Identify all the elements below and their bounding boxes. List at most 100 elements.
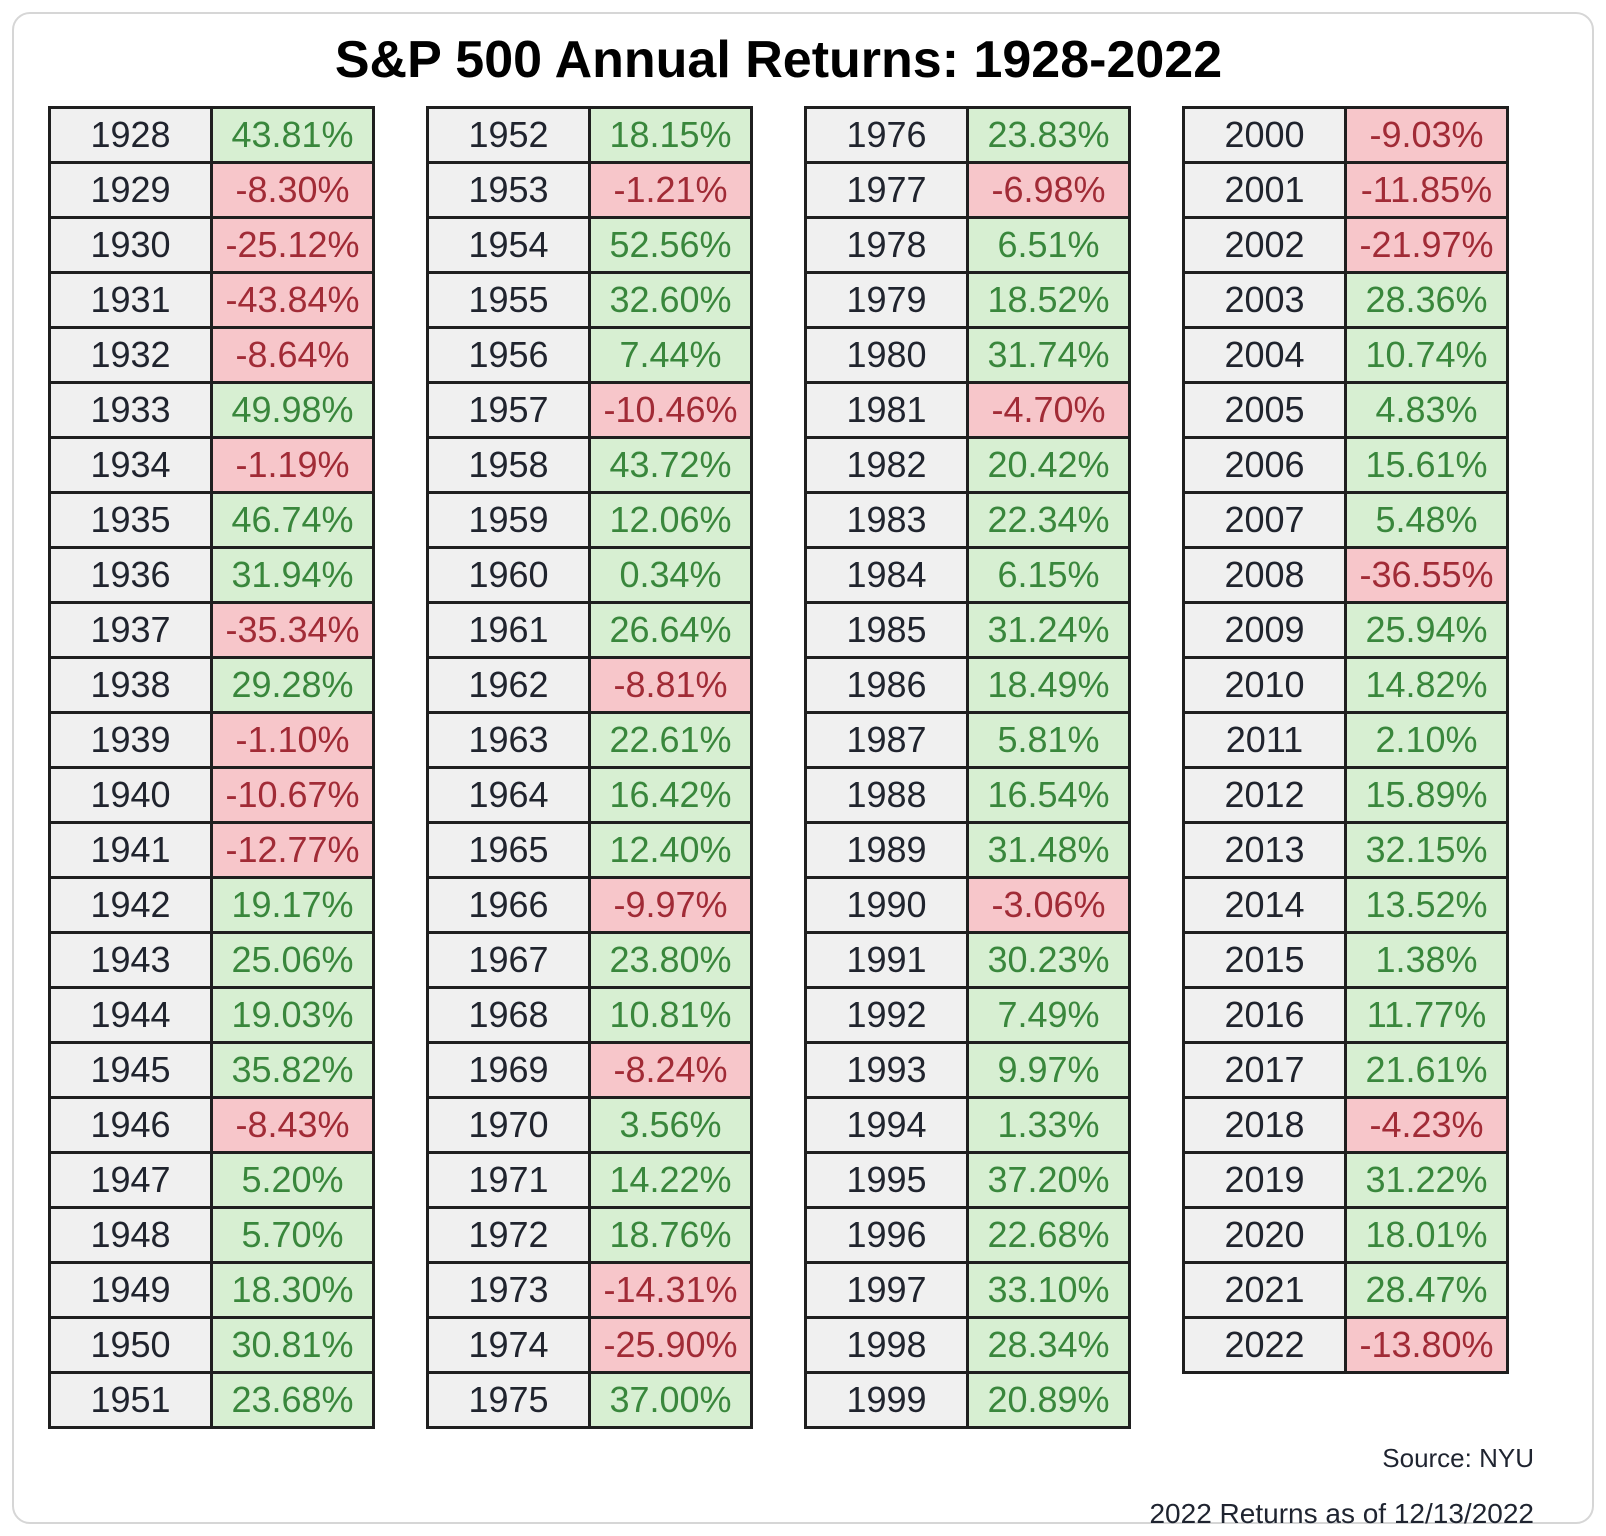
return-cell: 18.30%: [210, 1261, 375, 1319]
return-cell: 12.40%: [588, 821, 753, 879]
year-cell: 2005: [1182, 381, 1347, 439]
return-cell: -9.03%: [1344, 106, 1509, 164]
year-cell: 1989: [804, 821, 969, 879]
table-row: 1952 18.15%: [426, 106, 753, 164]
year-cell: 1949: [48, 1261, 213, 1319]
table-row: 1967 23.80%: [426, 931, 753, 989]
return-cell: 18.52%: [966, 271, 1131, 329]
table-row: 2007 5.48%: [1182, 491, 1509, 549]
return-cell: 28.34%: [966, 1316, 1131, 1374]
return-cell: 49.98%: [210, 381, 375, 439]
year-cell: 1967: [426, 931, 591, 989]
table-row: 2012 15.89%: [1182, 766, 1509, 824]
source-label: Source: NYU: [1382, 1443, 1534, 1473]
year-cell: 1978: [804, 216, 969, 274]
table-row: 1929 -8.30%: [48, 161, 375, 219]
table-row: 1960 0.34%: [426, 546, 753, 604]
table-row: 1963 22.61%: [426, 711, 753, 769]
return-cell: -8.30%: [210, 161, 375, 219]
table-row: 1939 -1.10%: [48, 711, 375, 769]
year-cell: 2001: [1182, 161, 1347, 219]
table-row: 2016 11.77%: [1182, 986, 1509, 1044]
table-row: 1996 22.68%: [804, 1206, 1131, 1264]
year-cell: 1959: [426, 491, 591, 549]
return-cell: 31.24%: [966, 601, 1131, 659]
year-cell: 2011: [1182, 711, 1347, 769]
return-cell: 18.76%: [588, 1206, 753, 1264]
table-row: 2000 -9.03%: [1182, 106, 1509, 164]
return-cell: 25.06%: [210, 931, 375, 989]
year-cell: 2016: [1182, 986, 1347, 1044]
table-row: 1940 -10.67%: [48, 766, 375, 824]
year-cell: 1962: [426, 656, 591, 714]
year-cell: 1999: [804, 1371, 969, 1429]
year-cell: 2008: [1182, 546, 1347, 604]
year-cell: 1975: [426, 1371, 591, 1429]
table-row: 2003 28.36%: [1182, 271, 1509, 329]
table-row: 1935 46.74%: [48, 491, 375, 549]
return-cell: 6.15%: [966, 546, 1131, 604]
table-row: 2009 25.94%: [1182, 601, 1509, 659]
table-row: 1998 28.34%: [804, 1316, 1131, 1374]
table-row: 1941 -12.77%: [48, 821, 375, 879]
return-cell: 21.61%: [1344, 1041, 1509, 1099]
return-cell: -25.12%: [210, 216, 375, 274]
year-cell: 1968: [426, 986, 591, 1044]
return-cell: 18.15%: [588, 106, 753, 164]
return-cell: 5.81%: [966, 711, 1131, 769]
table-row: 2022 -13.80%: [1182, 1316, 1509, 1374]
return-cell: -25.90%: [588, 1316, 753, 1374]
table-row: 1937 -35.34%: [48, 601, 375, 659]
year-cell: 1950: [48, 1316, 213, 1374]
return-cell: 12.06%: [588, 491, 753, 549]
year-cell: 1970: [426, 1096, 591, 1154]
return-cell: 1.38%: [1344, 931, 1509, 989]
year-cell: 1990: [804, 876, 969, 934]
return-cell: 26.64%: [588, 601, 753, 659]
year-cell: 2022: [1182, 1316, 1347, 1374]
return-cell: 10.81%: [588, 986, 753, 1044]
year-cell: 1945: [48, 1041, 213, 1099]
return-cell: -35.34%: [210, 601, 375, 659]
year-cell: 1973: [426, 1261, 591, 1319]
table-row: 1946 -8.43%: [48, 1096, 375, 1154]
return-cell: 6.51%: [966, 216, 1131, 274]
table-row: 1971 14.22%: [426, 1151, 753, 1209]
return-cell: 22.34%: [966, 491, 1131, 549]
return-cell: 4.83%: [1344, 381, 1509, 439]
table-row: 1984 6.15%: [804, 546, 1131, 604]
year-cell: 1996: [804, 1206, 969, 1264]
year-cell: 2009: [1182, 601, 1347, 659]
table-row: 2019 31.22%: [1182, 1151, 1509, 1209]
return-cell: 31.94%: [210, 546, 375, 604]
table-row: 1990 -3.06%: [804, 876, 1131, 934]
return-cell: 32.15%: [1344, 821, 1509, 879]
return-cell: 0.34%: [588, 546, 753, 604]
table-row: 1978 6.51%: [804, 216, 1131, 274]
return-cell: 33.10%: [966, 1261, 1131, 1319]
year-cell: 1991: [804, 931, 969, 989]
year-cell: 2017: [1182, 1041, 1347, 1099]
return-cell: -3.06%: [966, 876, 1131, 934]
year-cell: 2015: [1182, 931, 1347, 989]
table-row: 1933 49.98%: [48, 381, 375, 439]
table-row: 1981 -4.70%: [804, 381, 1131, 439]
return-cell: 43.81%: [210, 106, 375, 164]
table-row: 1969 -8.24%: [426, 1041, 753, 1099]
table-row: 1972 18.76%: [426, 1206, 753, 1264]
return-cell: -1.10%: [210, 711, 375, 769]
year-cell: 1998: [804, 1316, 969, 1374]
return-cell: 25.94%: [1344, 601, 1509, 659]
returns-table-2: 1952 18.15% 1953 -1.21% 1954 52.56% 1955 32.60%…: [426, 106, 753, 1429]
year-cell: 1985: [804, 601, 969, 659]
table-row: 2002 -21.97%: [1182, 216, 1509, 274]
table-row: 1989 31.48%: [804, 821, 1131, 879]
return-cell: -8.43%: [210, 1096, 375, 1154]
return-cell: -43.84%: [210, 271, 375, 329]
table-row: 1943 25.06%: [48, 931, 375, 989]
table-row: 1964 16.42%: [426, 766, 753, 824]
return-cell: 43.72%: [588, 436, 753, 494]
year-cell: 1965: [426, 821, 591, 879]
return-cell: -9.97%: [588, 876, 753, 934]
returns-table-1: 1928 43.81% 1929 -8.30% 1930 -25.12% 1931 -43.8…: [48, 106, 375, 1429]
